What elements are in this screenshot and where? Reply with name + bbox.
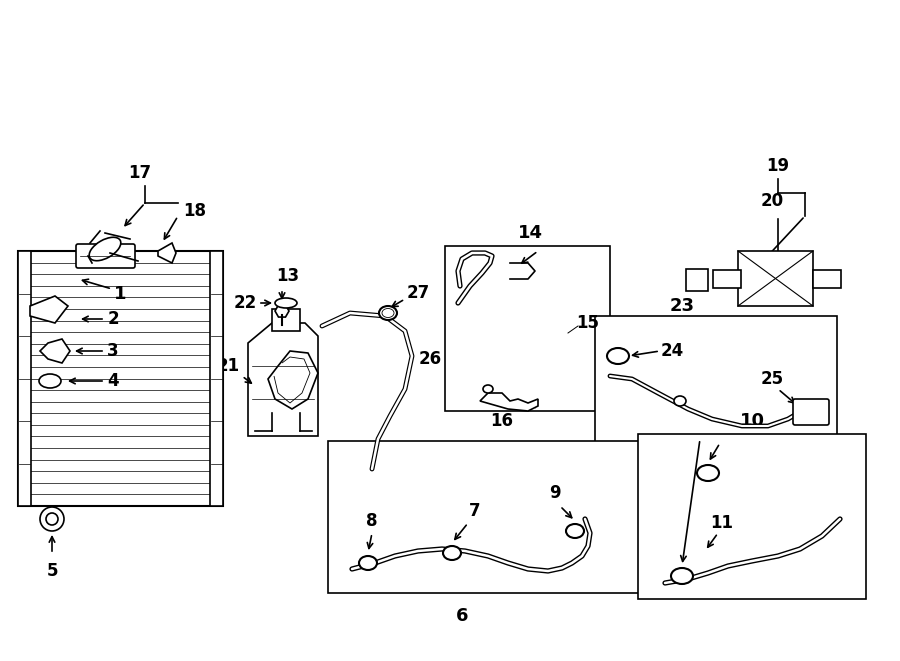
Ellipse shape xyxy=(359,556,377,570)
Bar xyxy=(328,441,643,593)
Text: 20: 20 xyxy=(760,192,784,210)
Bar xyxy=(18,251,31,506)
Bar xyxy=(686,269,708,291)
Ellipse shape xyxy=(379,306,397,320)
Bar xyxy=(738,251,813,306)
Bar xyxy=(272,309,300,331)
Ellipse shape xyxy=(607,348,629,364)
Ellipse shape xyxy=(275,298,297,308)
Text: 12: 12 xyxy=(276,417,300,435)
Ellipse shape xyxy=(483,385,493,393)
Ellipse shape xyxy=(566,524,584,538)
Text: 17: 17 xyxy=(129,164,151,182)
Text: 13: 13 xyxy=(276,267,300,285)
Bar xyxy=(595,316,837,446)
Bar xyxy=(638,434,866,599)
Text: 18: 18 xyxy=(184,202,206,220)
Text: 4: 4 xyxy=(107,372,119,390)
Text: 15: 15 xyxy=(577,314,599,332)
Text: 21: 21 xyxy=(216,357,239,375)
Bar xyxy=(445,246,610,411)
Text: 11: 11 xyxy=(710,514,734,532)
Polygon shape xyxy=(268,351,318,409)
Text: 14: 14 xyxy=(518,224,543,242)
Text: 9: 9 xyxy=(549,484,561,502)
Text: 27: 27 xyxy=(407,284,429,302)
Text: 1: 1 xyxy=(113,285,126,303)
Bar xyxy=(813,270,841,288)
Ellipse shape xyxy=(39,374,61,388)
Text: 26: 26 xyxy=(418,350,442,368)
FancyBboxPatch shape xyxy=(76,244,135,268)
Ellipse shape xyxy=(697,465,719,481)
FancyBboxPatch shape xyxy=(793,399,829,425)
Ellipse shape xyxy=(89,237,121,260)
Text: 24: 24 xyxy=(661,342,684,360)
Text: 8: 8 xyxy=(366,512,378,530)
Text: 16: 16 xyxy=(491,412,514,430)
Polygon shape xyxy=(40,339,70,363)
Bar xyxy=(18,251,223,506)
Text: 19: 19 xyxy=(767,157,789,175)
Text: 22: 22 xyxy=(233,294,256,312)
Text: 2: 2 xyxy=(107,310,119,328)
Polygon shape xyxy=(158,243,176,263)
Ellipse shape xyxy=(671,568,693,584)
Text: 10: 10 xyxy=(740,412,764,430)
Bar xyxy=(713,270,741,288)
Ellipse shape xyxy=(443,546,461,560)
Polygon shape xyxy=(30,296,68,323)
Circle shape xyxy=(40,507,64,531)
Polygon shape xyxy=(248,323,318,436)
Polygon shape xyxy=(480,393,538,411)
Bar xyxy=(210,251,223,506)
Ellipse shape xyxy=(674,396,686,406)
Text: 7: 7 xyxy=(469,502,481,520)
Text: 3: 3 xyxy=(107,342,119,360)
Text: 25: 25 xyxy=(760,370,784,388)
Text: 5: 5 xyxy=(46,562,58,580)
Text: 6: 6 xyxy=(455,607,468,625)
Circle shape xyxy=(46,513,58,525)
Text: 23: 23 xyxy=(670,297,695,315)
Ellipse shape xyxy=(382,309,394,317)
